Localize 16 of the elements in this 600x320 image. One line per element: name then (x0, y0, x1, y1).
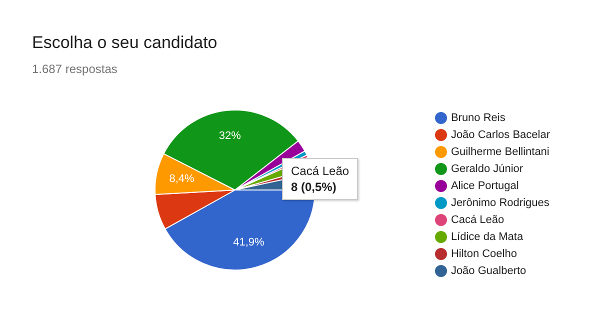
text: Cacá Leão 8 (0,5%) (291, 163, 350, 195)
data-label: 32% (218, 130, 242, 142)
legend-label: João Carlos Bacelar (450, 129, 550, 141)
chart-subtitle: 1.687 respostas (32, 62, 118, 76)
legend-label: Guilherme Bellintani (450, 146, 550, 158)
legend-label: Alice Portugal (450, 180, 519, 192)
legend-label: Cacá Leão (450, 214, 504, 226)
data-label: 8,4% (169, 172, 195, 185)
legend-label: João Gualberto (450, 265, 526, 277)
legend-label: Jerônimo Rodrigues (450, 197, 550, 209)
data-label: 41,9% (233, 236, 264, 249)
legend-label: Lídice da Mata (450, 231, 524, 243)
legend-label: Geraldo Júnior (450, 163, 524, 175)
chart-title: Escolha o seu candidato (32, 33, 218, 53)
legend-label: Bruno Reis (450, 112, 506, 124)
legend-label: Hilton Coelho (450, 248, 517, 260)
